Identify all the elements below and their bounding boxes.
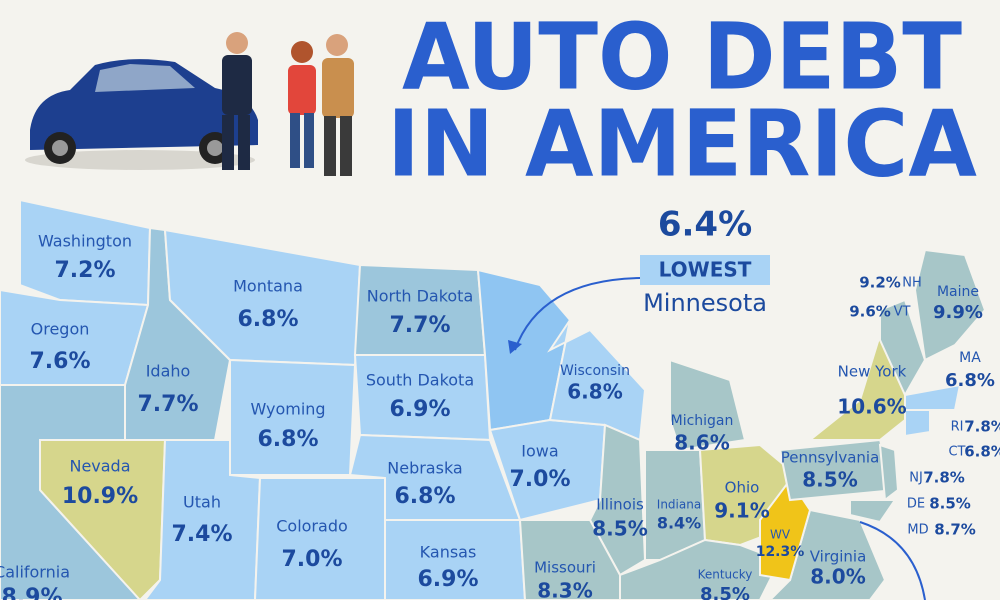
- state-rate: 7.0%: [281, 547, 342, 572]
- state-rate: 7.7%: [389, 313, 450, 338]
- state-rate: 7.6%: [29, 349, 90, 374]
- state-name: California: [0, 563, 70, 582]
- title-line: AUTO DEBT: [402, 3, 962, 110]
- state-rate: 6.9%: [417, 567, 478, 592]
- state-rate: 10.9%: [62, 484, 138, 509]
- state-rate: 6.8%: [394, 484, 455, 509]
- title-line: IN AMERICA: [387, 90, 977, 197]
- state-name: WV: [770, 528, 791, 542]
- state-name: Ohio: [725, 479, 760, 497]
- state-rate: 6.8%: [237, 307, 298, 332]
- state-name: Michigan: [671, 413, 734, 429]
- state-labels: Washington 7.2% Oregon 7.6% Idaho 7.7% Montana…: [0, 232, 1000, 600]
- callout-tag-box: [640, 255, 770, 285]
- small-state-abbr: CT: [948, 445, 965, 460]
- small-state-rate: 8.5%: [929, 495, 971, 513]
- state-rate: 8.4%: [657, 514, 701, 533]
- state-name: South Dakota: [366, 371, 474, 390]
- small-state-abbr: RI: [951, 420, 964, 435]
- state-name: Colorado: [276, 517, 348, 536]
- state-rate: 7.0%: [509, 467, 570, 492]
- callout-state: Minnesota: [643, 289, 767, 317]
- state-rate: 9.9%: [933, 302, 983, 323]
- small-state-rate: 7.8%: [964, 418, 1000, 436]
- callout-value: 6.4%: [658, 205, 752, 245]
- state-rate: 6.8%: [257, 427, 318, 452]
- state-rate: 10.6%: [837, 395, 906, 419]
- small-state-rate: 9.6%: [849, 303, 891, 321]
- state-name: MA: [959, 350, 981, 366]
- map: [0, 198, 987, 600]
- state-name: Utah: [183, 493, 221, 512]
- state-rate: 6.8%: [567, 380, 622, 404]
- small-state-rate: 6.8%: [964, 443, 1000, 461]
- state-rate: 7.4%: [171, 522, 232, 547]
- small-state-rate: 7.8%: [923, 469, 965, 487]
- small-state-abbr: MD: [907, 523, 928, 538]
- small-state-rate: 8.7%: [934, 521, 976, 539]
- state-name: North Dakota: [367, 287, 474, 306]
- small-state-abbr: VT: [894, 305, 911, 320]
- state-name: Wisconsin: [560, 363, 630, 379]
- state-rate: 8.0%: [810, 565, 865, 589]
- state-rate: 8.6%: [674, 431, 729, 455]
- state-name: Pennsylvania: [781, 449, 880, 467]
- state-rate: 7.2%: [54, 258, 115, 283]
- state-name: Missouri: [534, 559, 596, 577]
- state-name: Kentucky: [698, 568, 753, 582]
- state-name: New York: [838, 363, 907, 381]
- small-state-abbr: NH: [902, 276, 922, 291]
- state-rate: 12.3%: [756, 544, 805, 560]
- state-name: Idaho: [146, 362, 191, 381]
- state-rate: 8.5%: [592, 517, 647, 541]
- state-rate: 6.9%: [389, 397, 450, 422]
- state-name: Nevada: [69, 457, 130, 476]
- state-name: Iowa: [521, 442, 558, 461]
- state-name: Wyoming: [250, 400, 325, 419]
- state-rate: 8.5%: [700, 584, 750, 600]
- state-name: Washington: [38, 232, 132, 251]
- state-rate: 8.5%: [802, 468, 857, 492]
- state-name: Kansas: [420, 543, 477, 562]
- state-name: Indiana: [657, 498, 701, 512]
- state-rate: 6.8%: [945, 370, 995, 391]
- state-name: Montana: [233, 277, 303, 296]
- small-state-abbr: DE: [907, 497, 925, 512]
- state-rate: 8.9%: [1, 585, 62, 600]
- state-rate: 9.1%: [714, 499, 769, 523]
- state-rate: 8.3%: [537, 579, 592, 600]
- small-state-rate: 9.2%: [859, 274, 901, 292]
- state-name: Illinois: [596, 496, 644, 514]
- state-name: Virginia: [810, 548, 867, 566]
- state-name: Oregon: [31, 320, 90, 339]
- state-name: Maine: [937, 284, 979, 300]
- state-rate: 7.7%: [137, 392, 198, 417]
- illustration: [25, 32, 354, 176]
- callout-tag: LOWEST: [659, 258, 752, 282]
- state-name: Nebraska: [387, 459, 462, 478]
- small-state-abbr: NJ: [909, 471, 923, 486]
